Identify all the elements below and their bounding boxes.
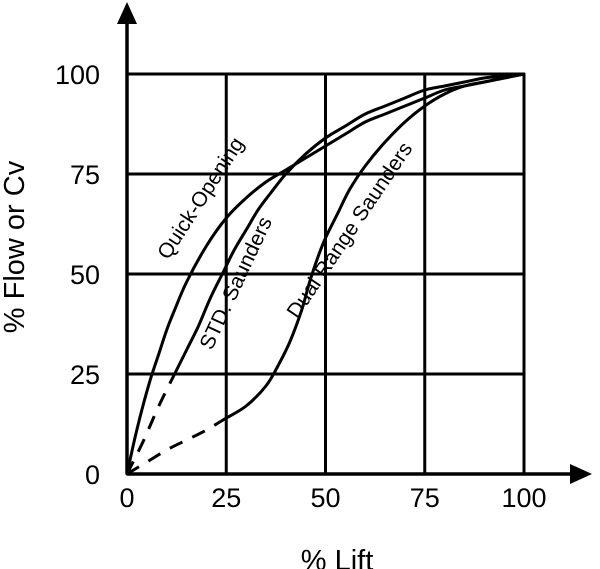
y-tick-label: 50: [70, 260, 100, 290]
x-tick-label: 75: [410, 483, 440, 513]
x-tick-label: 0: [119, 483, 134, 513]
grid: [127, 72, 526, 474]
axes: [117, 2, 592, 484]
series-line-std-saunders: [173, 72, 526, 376]
x-tick-label: 25: [211, 483, 241, 513]
curve-label: STD. Saunders: [195, 213, 277, 353]
x-tick-label: 100: [501, 483, 546, 513]
y-tick-label: 0: [85, 460, 100, 490]
curve-label: Quick-Opening: [153, 133, 249, 263]
series-line-quick-opening: [125, 72, 526, 476]
y-axis-arrow: [117, 2, 137, 24]
y-axis-title: % Flow or Cv: [0, 160, 31, 333]
x-axis-arrow: [570, 464, 592, 484]
tick-labels: 0 25 50 75 100 0 25 50 75 100: [55, 60, 547, 513]
y-tick-label: 75: [70, 160, 100, 190]
series-line-dual-range-saunders-low-lift: [126, 416, 228, 476]
series-line-std-saunders-low-lift: [125, 373, 176, 475]
x-axis-title: % Lift: [301, 545, 374, 569]
curves: [125, 72, 526, 476]
y-tick-label: 100: [55, 60, 100, 90]
curve-label: Dual Range Saunders: [283, 138, 418, 322]
x-tick-label: 50: [310, 483, 340, 513]
y-tick-label: 25: [70, 360, 100, 390]
series-line-dual-range-saunders: [224, 72, 526, 420]
